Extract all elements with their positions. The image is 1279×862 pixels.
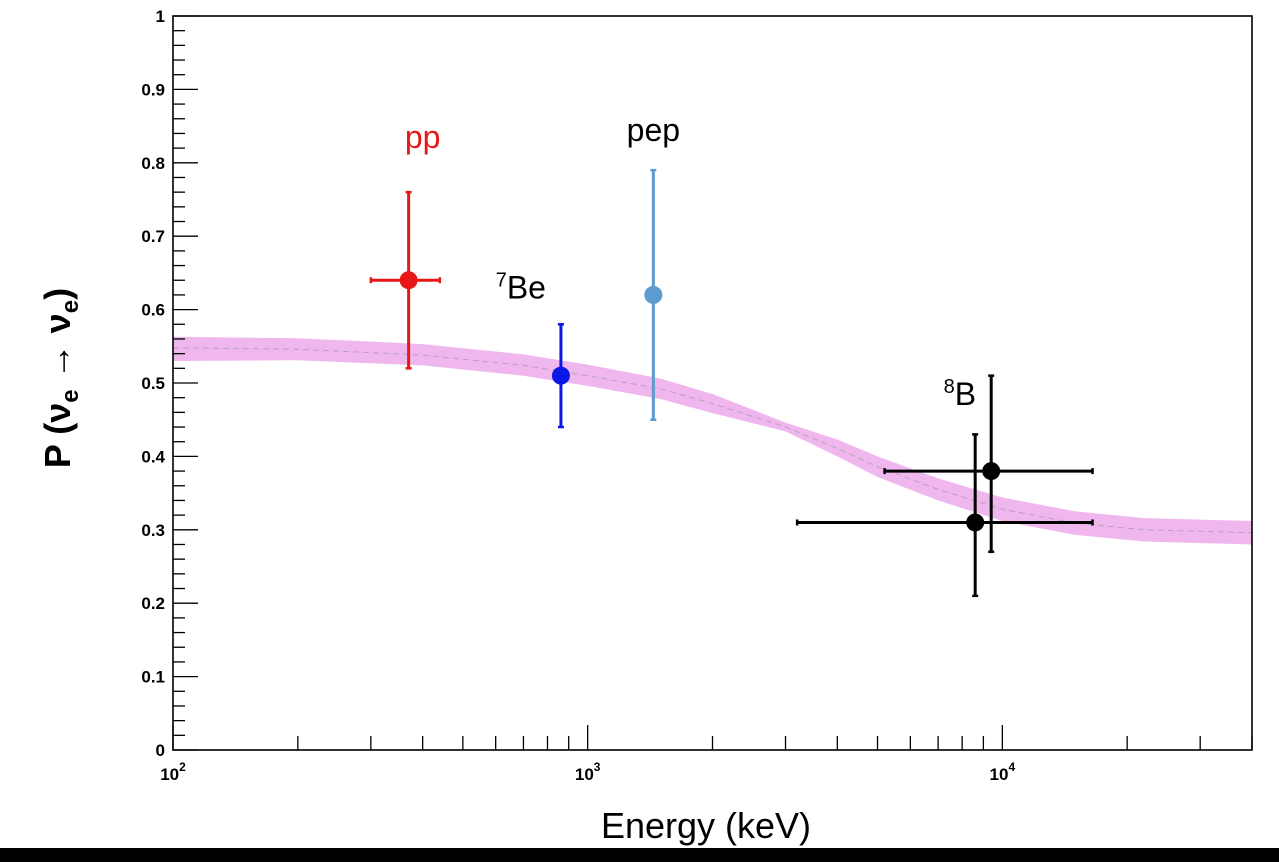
source-annotation: 8B bbox=[944, 376, 976, 412]
msw-prediction-band-layer bbox=[172, 336, 1253, 545]
prediction-band bbox=[173, 336, 1252, 545]
x-tick-label-exponent: 3 bbox=[594, 760, 601, 774]
data-point-marker bbox=[966, 513, 985, 532]
annotation-superscript: 8 bbox=[944, 376, 955, 398]
y-tick-label: 0.2 bbox=[141, 594, 165, 613]
x-tick-label: 103 bbox=[575, 760, 601, 784]
data-point-group bbox=[883, 374, 1094, 554]
data-points-layer bbox=[369, 168, 1094, 598]
x-tick-label-base: 10 bbox=[160, 765, 179, 784]
y-tick-label: 0 bbox=[156, 741, 165, 760]
x-tick-label-base: 10 bbox=[575, 765, 594, 784]
data-point-marker bbox=[551, 366, 570, 385]
x-tick-label-base: 10 bbox=[990, 765, 1009, 784]
x-tick-label: 102 bbox=[160, 760, 186, 784]
annotation-text: B bbox=[955, 376, 976, 412]
y-axis-label-sub2: e bbox=[57, 300, 84, 313]
source-annotation: pep bbox=[627, 112, 680, 148]
y-tick-label: 0.6 bbox=[141, 301, 165, 320]
data-point-group bbox=[795, 433, 1094, 598]
plot-frame-layer bbox=[172, 15, 1253, 751]
y-tick-label: 1 bbox=[156, 7, 165, 26]
y-axis-label-arrow: → bbox=[37, 333, 78, 389]
y-tick-label: 0.4 bbox=[141, 447, 165, 466]
axis-labels-layer: Energy (keV) P (νe → νe) bbox=[37, 288, 811, 846]
y-tick-label: 0.8 bbox=[141, 154, 165, 173]
y-axis-label-prefix: P ( bbox=[37, 423, 78, 468]
annotation-superscript: 7 bbox=[496, 270, 507, 292]
annotation-text: Be bbox=[507, 270, 546, 306]
source-annotation: pp bbox=[405, 119, 441, 155]
annotations-layer: pp 7Be pep 8B bbox=[405, 112, 976, 412]
y-tick-label: 0.9 bbox=[141, 80, 165, 99]
y-axis-label-suffix: ) bbox=[37, 288, 78, 300]
plot-frame bbox=[172, 15, 1253, 751]
data-point-marker bbox=[982, 462, 1001, 481]
y-tick-label: 0.3 bbox=[141, 521, 165, 540]
data-point-marker bbox=[644, 285, 663, 304]
source-annotation: 7Be bbox=[496, 270, 546, 306]
data-point-marker bbox=[399, 271, 418, 290]
prediction-center-line bbox=[172, 347, 1253, 534]
y-tick-label: 0.5 bbox=[141, 374, 165, 393]
x-tick-label-exponent: 2 bbox=[179, 760, 186, 774]
y-tick-label: 0.1 bbox=[141, 668, 165, 687]
y-axis-label-sub1: e bbox=[57, 389, 84, 402]
x-tick-label-exponent: 4 bbox=[1008, 760, 1015, 774]
data-point-group bbox=[369, 190, 442, 370]
data-point-group bbox=[551, 323, 570, 429]
y-axis-label-nu2: ν bbox=[37, 313, 78, 333]
y-axis-label-nu: ν bbox=[37, 403, 78, 423]
x-axis-label: Energy (keV) bbox=[601, 805, 811, 846]
y-tick-label: 0.7 bbox=[141, 227, 165, 246]
x-tick-label: 104 bbox=[990, 760, 1016, 784]
y-axis-label: P (νe → νe) bbox=[37, 288, 84, 468]
data-point-group bbox=[644, 168, 663, 421]
